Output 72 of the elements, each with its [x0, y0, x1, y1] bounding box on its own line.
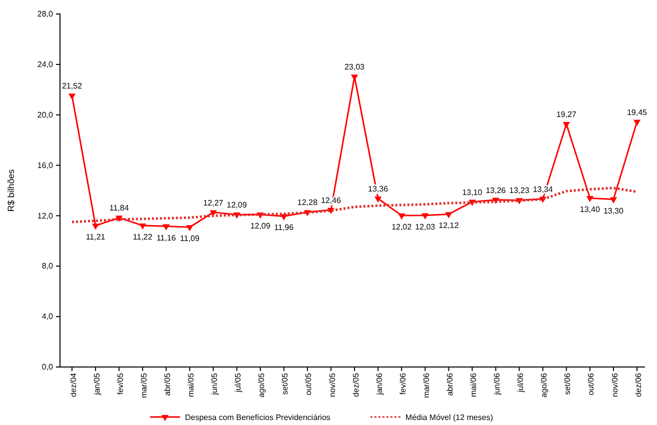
data-label: 12,28	[297, 198, 318, 208]
point	[186, 225, 194, 232]
point	[68, 94, 76, 100]
x-tick-label: abr/06	[445, 372, 454, 396]
x-tick-label: dez/04	[68, 372, 78, 398]
data-label: 19,45	[626, 108, 648, 117]
y-tick-label: 4,0	[42, 312, 54, 322]
legend-label: Despesa com Benefícios Previdenciários	[185, 413, 330, 422]
x-tick-label: abr/05	[162, 372, 172, 396]
point	[162, 224, 170, 230]
point	[374, 196, 382, 203]
data-label: 11,09	[180, 234, 200, 244]
x-tick-label: mai/06	[469, 372, 478, 398]
point	[422, 213, 429, 220]
x-tick-label: fev/06	[398, 372, 408, 395]
y-tick-label: 8,0	[42, 262, 54, 271]
y-tick-label: 16,0	[37, 160, 54, 170]
data-label: 11,96	[274, 223, 294, 232]
x-tick-label: dez/06	[634, 372, 643, 398]
x-tick-label: dez/05	[351, 372, 360, 398]
point	[562, 122, 570, 128]
data-label: 13,30	[603, 206, 624, 216]
point	[610, 197, 618, 204]
data-label: 13,40	[580, 205, 600, 214]
x-tick-label: jun/05	[210, 372, 220, 396]
data-label: 11,16	[156, 233, 176, 242]
x-tick-label: mar/05	[139, 372, 148, 398]
x-tick-label: out/05	[304, 372, 314, 396]
x-tick-label: jul/06	[516, 372, 526, 394]
x-tick-label: fev/05	[116, 372, 125, 395]
data-label: 23,03	[344, 62, 366, 72]
data-label: 13,10	[462, 188, 483, 197]
point	[139, 223, 146, 230]
data-label: 11,21	[86, 232, 106, 242]
data-label: 12,02	[392, 222, 412, 232]
data-label: 11,84	[109, 204, 130, 213]
x-tick-label: mar/06	[422, 372, 431, 398]
data-label: 13,23	[509, 186, 530, 196]
x-tick-label: jul/05	[234, 372, 243, 394]
data-label: 13,26	[486, 186, 506, 195]
x-tick-label: out/06	[586, 372, 596, 396]
x-tick-label: set/05	[280, 372, 290, 395]
point	[445, 212, 452, 218]
x-tick-label: jan/06	[374, 372, 384, 396]
data-label: 12,03	[415, 222, 436, 232]
y-tick-label: 0,0	[42, 362, 54, 372]
point	[586, 196, 594, 202]
legend-label: Média Móvel (12 meses)	[405, 413, 494, 422]
data-label: 11,22	[132, 232, 153, 242]
x-tick-label: set/06	[563, 372, 572, 395]
point	[633, 120, 641, 126]
x-tick-label: jan/05	[92, 372, 102, 396]
y-axis-title: R$ bilhões	[6, 168, 16, 212]
line-series	[70, 186, 638, 224]
x-tick-label: mai/05	[186, 372, 196, 398]
data-label: 19,27	[556, 110, 577, 120]
x-tick-label: ago/06	[540, 372, 549, 398]
y-tick-label: 12,0	[37, 211, 54, 220]
point	[92, 224, 100, 230]
x-tick-label: nov/05	[328, 372, 337, 398]
y-tick-label: 24,0	[37, 60, 54, 69]
y-tick-label: 20,0	[37, 110, 54, 120]
data-label: 12,12	[438, 221, 460, 230]
x-tick-label: nov/06	[610, 372, 620, 398]
data-label: 12,27	[203, 198, 224, 208]
point	[398, 213, 406, 220]
data-label: 12,09	[226, 200, 248, 210]
x-tick-label: jun/06	[492, 372, 502, 396]
data-label: 21,52	[62, 82, 83, 91]
y-tick-label: 28,0	[37, 10, 54, 19]
data-label: 12,09	[250, 222, 271, 231]
x-tick-label: ago/05	[257, 372, 266, 398]
